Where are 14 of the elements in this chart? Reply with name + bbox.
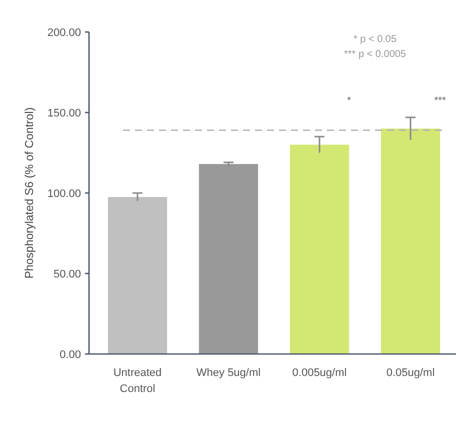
x-tick-label: Untreated Control: [113, 367, 162, 395]
y-tick-label: 200.00: [47, 26, 81, 39]
x-tick-label: 0.005ug/ml: [292, 367, 347, 379]
x-tick-label: Whey 5ug/ml: [196, 367, 261, 379]
annotation: * p < 0.05: [353, 34, 397, 45]
annotation: *: [347, 96, 352, 106]
y-axis-title: Phosphorylated S6 (% of Control): [24, 107, 36, 279]
y-tick-label: 50.00: [53, 268, 81, 280]
x-tick-label: 0.05ug/ml: [386, 367, 435, 379]
y-tick-label: 0.00: [60, 348, 81, 361]
y-tick-label: 100.00: [47, 188, 81, 200]
annotation: ***: [434, 96, 446, 106]
annotation: *** p < 0.0005: [344, 49, 406, 60]
y-tick-label: 150.00: [47, 107, 81, 120]
